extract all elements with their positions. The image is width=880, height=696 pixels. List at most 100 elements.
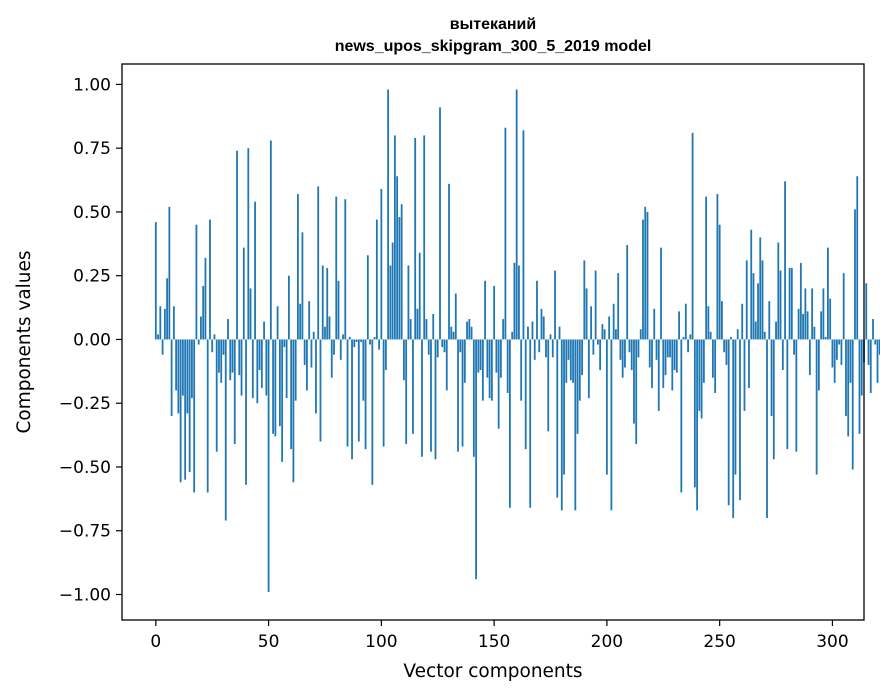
bar [626, 245, 629, 340]
bar [741, 303, 744, 340]
x-tick-label: 0 [150, 632, 161, 652]
x-tick-label: 150 [478, 632, 510, 652]
bar [452, 331, 455, 340]
y-tick-label: −0.50 [59, 458, 111, 478]
bar [220, 339, 223, 383]
bar [804, 288, 807, 340]
bar [642, 219, 644, 340]
x-tick-label: 200 [591, 632, 623, 652]
bar [276, 306, 279, 340]
bar [540, 308, 543, 340]
bar [260, 339, 263, 388]
bar [860, 339, 863, 396]
bar [754, 321, 757, 340]
bar [285, 339, 288, 399]
bar [412, 339, 414, 434]
bar [693, 339, 696, 488]
y-tick-label: 0.75 [73, 139, 111, 159]
bar [533, 339, 536, 360]
bar [163, 308, 166, 340]
bar [267, 339, 270, 592]
bar [170, 339, 173, 416]
bar [186, 339, 189, 414]
bar [847, 339, 850, 437]
bar [666, 339, 669, 358]
bar [698, 339, 701, 411]
bar [538, 339, 541, 353]
bar [531, 321, 534, 340]
bar [315, 339, 317, 414]
bar [845, 339, 847, 416]
bar [470, 326, 473, 340]
bar [842, 273, 845, 340]
bar [838, 339, 841, 345]
bar [193, 339, 196, 493]
bar [486, 339, 489, 378]
bar [513, 262, 516, 340]
bar [687, 339, 689, 353]
bar [766, 339, 768, 518]
bar [635, 339, 638, 445]
bar [251, 339, 254, 399]
bar [716, 194, 719, 340]
bar [829, 298, 832, 340]
bar [865, 283, 868, 340]
bar [497, 339, 500, 429]
bar [297, 194, 299, 340]
bar [872, 319, 874, 340]
bar [824, 336, 827, 340]
bar [651, 339, 653, 388]
bar [427, 339, 430, 355]
bar [159, 306, 162, 340]
bar [287, 275, 290, 340]
bar [592, 339, 595, 355]
bar [312, 331, 315, 340]
bar [757, 283, 759, 340]
bar [820, 311, 823, 340]
bar [333, 339, 335, 355]
bar [671, 339, 674, 391]
bar [233, 339, 236, 445]
bar [669, 339, 671, 358]
bar [549, 334, 552, 340]
bar [256, 339, 259, 404]
bar [808, 339, 811, 376]
bars [154, 89, 880, 592]
bar [448, 183, 450, 340]
bar [648, 339, 651, 368]
bar [673, 339, 676, 371]
bar [612, 303, 615, 340]
bar [357, 339, 360, 442]
bar [874, 339, 877, 345]
bar [459, 339, 462, 353]
bar [811, 288, 814, 340]
bar [161, 339, 164, 355]
bar [714, 339, 717, 394]
bar [457, 339, 459, 452]
bar [175, 339, 178, 391]
bar [637, 339, 640, 358]
bar [191, 339, 193, 399]
bar [849, 339, 852, 383]
bar [443, 339, 446, 353]
bar [245, 339, 247, 485]
bar [200, 316, 202, 340]
bar [351, 339, 353, 460]
bar [400, 204, 403, 340]
bar [799, 262, 802, 340]
bar [206, 339, 209, 493]
bar [605, 339, 608, 475]
bar [292, 339, 295, 483]
bar [822, 288, 825, 340]
bar [477, 339, 480, 373]
bar [439, 107, 441, 340]
x-axis-label: Vector components [403, 661, 582, 682]
bar [813, 326, 816, 340]
bar [236, 150, 238, 340]
bar [324, 326, 326, 340]
bar [827, 247, 829, 340]
bar [777, 242, 780, 340]
bar [617, 273, 620, 340]
bar [391, 242, 394, 340]
